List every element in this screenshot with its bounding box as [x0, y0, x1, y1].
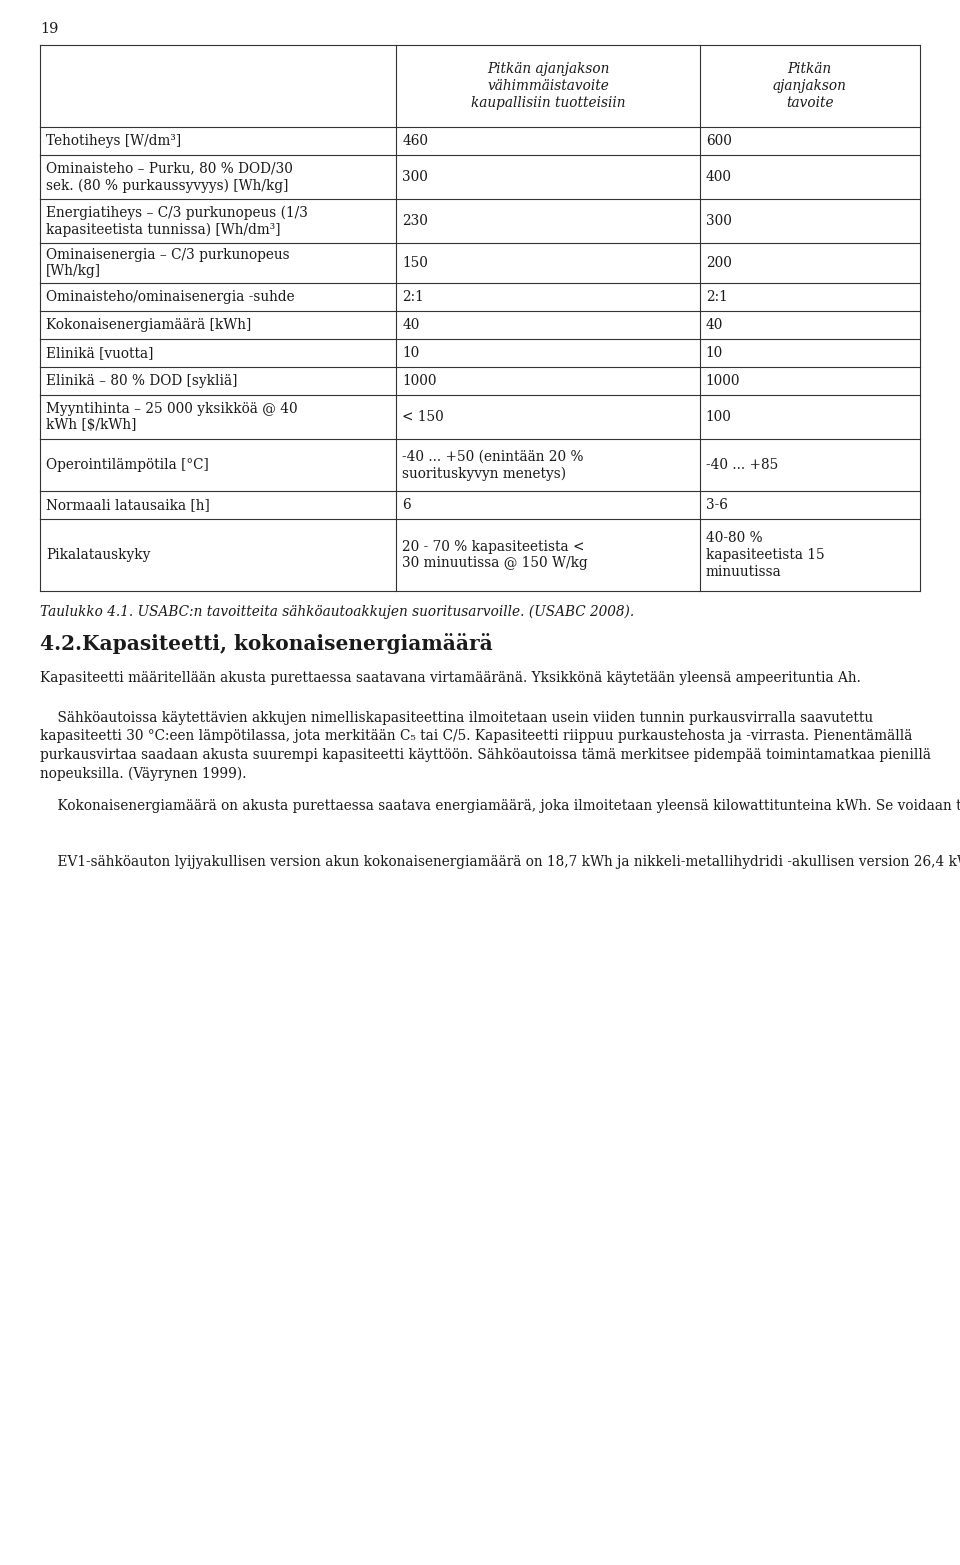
Text: EV1-sähköauton lyijyakullisen version akun kokonaisenergiamäärä on 18,7 kWh ja n: EV1-sähköauton lyijyakullisen version ak… [40, 854, 960, 870]
Text: 400: 400 [706, 171, 732, 185]
Text: Tehotiheys [W/dm³]: Tehotiheys [W/dm³] [46, 135, 181, 149]
Text: Pitkän ajanjakson
vähimmäistavoite
kaupallisiin tuotteisiin: Pitkän ajanjakson vähimmäistavoite kaupa… [471, 63, 625, 110]
Text: -40 ... +85: -40 ... +85 [706, 459, 779, 473]
Text: Ominaisenergia – C/3 purkunopeus
[Wh/kg]: Ominaisenergia – C/3 purkunopeus [Wh/kg] [46, 247, 290, 279]
Text: 600: 600 [706, 135, 732, 149]
Text: Kokonaisenergiamäärä on akusta purettaessa saatava energiamäärä, joka ilmoitetaa: Kokonaisenergiamäärä on akusta purettaes… [40, 800, 960, 812]
Text: Kokonaisenergiamäärä [kWh]: Kokonaisenergiamäärä [kWh] [46, 318, 252, 332]
Text: Elinikä – 80 % DOD [sykliä]: Elinikä – 80 % DOD [sykliä] [46, 374, 238, 388]
Text: Normaali latausaika [h]: Normaali latausaika [h] [46, 498, 210, 512]
Text: 2:1: 2:1 [706, 290, 728, 304]
Text: 40-80 %
kapasiteetista 15
minuutissa: 40-80 % kapasiteetista 15 minuutissa [706, 531, 825, 579]
Text: 2:1: 2:1 [402, 290, 424, 304]
Text: -40 ... +50 (enintään 20 %
suorituskyvyn menetys): -40 ... +50 (enintään 20 % suorituskyvyn… [402, 449, 584, 480]
Text: Pikalatauskyky: Pikalatauskyky [46, 548, 151, 562]
Text: 1000: 1000 [402, 374, 437, 388]
Text: 4.2.Kapasiteetti, kokonaisenergiamäärä: 4.2.Kapasiteetti, kokonaisenergiamäärä [40, 632, 493, 654]
Text: < 150: < 150 [402, 410, 444, 424]
Text: 230: 230 [402, 214, 428, 228]
Text: 3-6: 3-6 [706, 498, 728, 512]
Text: 300: 300 [402, 171, 428, 185]
Text: Energiatiheys – C/3 purkunopeus (1/3
kapasiteetista tunnissa) [Wh/dm³]: Energiatiheys – C/3 purkunopeus (1/3 kap… [46, 205, 308, 236]
Text: 40: 40 [402, 318, 420, 332]
Text: Myyntihinta – 25 000 yksikköä @ 40
kWh [$/kWh]: Myyntihinta – 25 000 yksikköä @ 40 kWh [… [46, 402, 298, 432]
Text: Ominaisteho/ominaisenergia -suhde: Ominaisteho/ominaisenergia -suhde [46, 290, 295, 304]
Text: 19: 19 [40, 22, 59, 36]
Text: Sähköautoissa käytettävien akkujen nimelliskapasiteettina ilmoitetaan usein viid: Sähköautoissa käytettävien akkujen nimel… [40, 711, 931, 781]
Text: 10: 10 [402, 346, 420, 360]
Text: 1000: 1000 [706, 374, 740, 388]
Text: 200: 200 [706, 257, 732, 271]
Text: Pitkän
ajanjakson
tavoite: Pitkän ajanjakson tavoite [773, 63, 847, 110]
Text: 20 - 70 % kapasiteetista <
30 minuutissa @ 150 W/kg: 20 - 70 % kapasiteetista < 30 minuutissa… [402, 540, 588, 570]
Text: Elinikä [vuotta]: Elinikä [vuotta] [46, 346, 154, 360]
Text: 460: 460 [402, 135, 428, 149]
Text: 10: 10 [706, 346, 723, 360]
Text: Kapasiteetti määritellään akusta purettaessa saatavana virtamääränä. Yksikkönä k: Kapasiteetti määritellään akusta puretta… [40, 671, 861, 685]
Text: 150: 150 [402, 257, 428, 271]
Text: 300: 300 [706, 214, 732, 228]
Text: 40: 40 [706, 318, 723, 332]
Text: Taulukko 4.1. USABC:n tavoitteita sähköautoakkujen suoritusarvoille. (USABC 2008: Taulukko 4.1. USABC:n tavoitteita sähköa… [40, 606, 635, 620]
Text: Operointilämpötila [°C]: Operointilämpötila [°C] [46, 459, 209, 473]
Text: 100: 100 [706, 410, 732, 424]
Text: Ominaisteho – Purku, 80 % DOD/30
sek. (80 % purkaussyvyys) [Wh/kg]: Ominaisteho – Purku, 80 % DOD/30 sek. (8… [46, 161, 293, 192]
Text: 6: 6 [402, 498, 411, 512]
